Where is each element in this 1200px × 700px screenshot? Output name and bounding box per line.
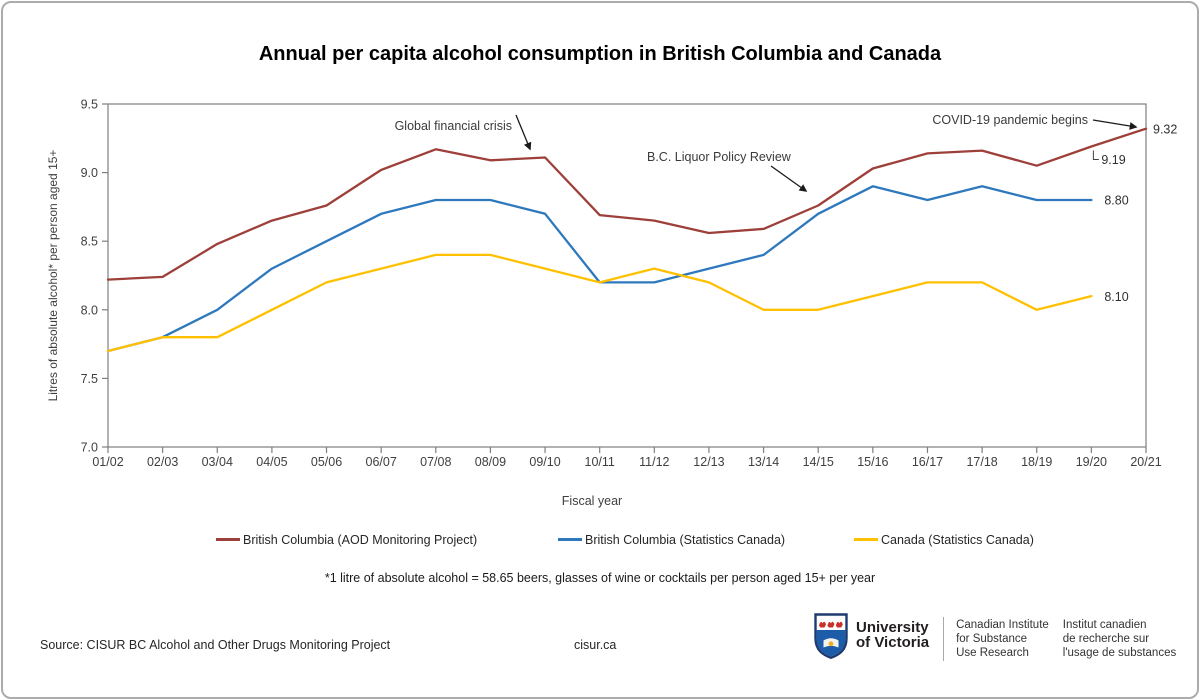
website-text: cisur.ca	[574, 638, 617, 652]
legend-swatch	[216, 538, 240, 541]
source-text: Source: CISUR BC Alcohol and Other Drugs…	[40, 638, 391, 652]
x-tick-label: 17/18	[966, 455, 997, 469]
chart-legend: British Columbia (AOD Monitoring Project…	[0, 531, 1200, 551]
x-axis-title: Fiscal year	[562, 494, 622, 508]
institute-name-en: Canadian Institute for Substance Use Res…	[956, 619, 1049, 660]
y-tick-label: 8.5	[81, 235, 98, 249]
uvic-name-line2: of Victoria	[856, 634, 930, 651]
y-tick-label: 7.0	[81, 441, 98, 455]
x-tick-label: 06/07	[366, 455, 397, 469]
point-label: 9.32	[1153, 122, 1177, 136]
institute-en-line1: Canadian Institute	[956, 619, 1049, 631]
annotation-text-1: B.C. Liquor Policy Review	[647, 150, 792, 164]
institute-fr-line3: l'usage de substances	[1062, 646, 1177, 659]
y-tick-label: 9.0	[81, 166, 98, 180]
x-tick-label: 02/03	[147, 455, 178, 469]
y-axis-title: Litres of absolute alcohol* per person a…	[46, 150, 60, 402]
institute-en-line3: Use Research	[956, 646, 1029, 659]
y-tick-label: 7.5	[81, 372, 98, 386]
institute-fr-line1: Institut canadien	[1062, 619, 1147, 631]
uvic-name-line1: University	[856, 619, 929, 636]
series-line-2	[106, 253, 1093, 353]
logo-block: University of Victoria Canadian Institut…	[814, 613, 1176, 661]
plot-border	[107, 103, 1147, 448]
institute-name-fr: Institut canadien de recherche sur l'usa…	[1063, 619, 1176, 660]
x-tick-label: 01/02	[92, 455, 123, 469]
annotation-text-0: Global financial crisis	[395, 119, 512, 133]
chart-title: Annual per capita alcohol consumption in…	[258, 43, 942, 65]
y-tick-label: 8.0	[81, 303, 98, 317]
consumption-line-chart: 7.0 7.5 8.0 8.5 9.0 9.5 01/02 02/03 03/04 04/05 05…	[46, 98, 1177, 509]
legend-item-1: British Columbia (Statistics Canada)	[558, 531, 785, 548]
point-label-connector	[1092, 150, 1099, 161]
x-tick-label: 11/12	[639, 455, 669, 469]
uvic-shield-logo	[814, 613, 848, 660]
x-tick-label: 18/19	[1021, 455, 1052, 469]
legend-label: British Columbia (Statistics Canada)	[585, 532, 786, 547]
institute-fr-line2: de recherche sur	[1062, 632, 1150, 645]
x-tick-label: 19/20	[1076, 455, 1107, 469]
legend-item-0: British Columbia (AOD Monitoring Project…	[216, 531, 477, 548]
x-tick-label: 10/11	[585, 455, 615, 469]
x-tick-label: 08/09	[475, 455, 506, 469]
x-tick-label: 03/04	[202, 455, 233, 469]
legend-swatch	[854, 538, 878, 541]
x-tick-label: 12/13	[693, 455, 724, 469]
point-label: 9.19	[1101, 153, 1125, 167]
x-tick-label: 13/14	[748, 455, 779, 469]
annotation-arrow-1	[770, 165, 808, 192]
x-tick-label: 20/21	[1130, 455, 1161, 469]
annotation-arrow-2	[1092, 119, 1138, 130]
y-tick-label: 9.5	[81, 98, 98, 112]
series-line-0	[106, 127, 1148, 281]
annotation-arrow-0	[515, 114, 532, 151]
legend-item-2: Canada (Statistics Canada)	[854, 531, 1034, 548]
x-tick-label: 07/08	[420, 455, 451, 469]
legend-label: British Columbia (AOD Monitoring Project…	[243, 532, 478, 547]
series-line-1	[106, 185, 1093, 353]
footnote: *1 litre of absolute alcohol = 58.65 bee…	[324, 571, 876, 585]
x-tick-label: 09/10	[529, 455, 560, 469]
uvic-wordmark: University of Victoria	[856, 620, 929, 650]
logo-divider	[943, 617, 945, 661]
x-tick-label: 05/06	[311, 455, 342, 469]
legend-swatch	[558, 538, 582, 541]
legend-label: Canada (Statistics Canada)	[881, 532, 1034, 547]
x-tick-label: 14/15	[803, 455, 834, 469]
point-label: 8.80	[1104, 194, 1128, 208]
annotation-text-2: COVID-19 pandemic begins	[932, 113, 1088, 127]
institute-en-line2: for Substance	[956, 632, 1028, 645]
x-tick-label: 16/17	[912, 455, 943, 469]
x-tick-label: 04/05	[256, 455, 287, 469]
point-label: 8.10	[1104, 290, 1128, 304]
x-tick-label: 15/16	[857, 455, 888, 469]
